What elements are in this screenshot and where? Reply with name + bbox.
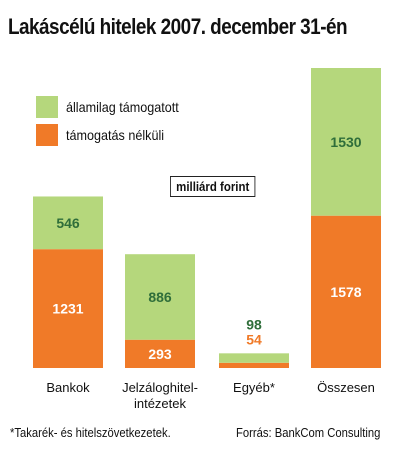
category-label-1-1: intézetek [134, 396, 187, 411]
value-label-nelkuli-0: 1231 [52, 301, 83, 317]
legend-label-allami: államilag támogatott [66, 99, 179, 115]
category-label-3-0: Összesen [317, 380, 375, 395]
value-label-allami-0: 546 [56, 215, 80, 231]
bar-allami-3 [311, 68, 381, 216]
bar-nelkuli-3 [311, 215, 381, 368]
bar-allami-2 [219, 353, 289, 363]
legend-item-allami: államilag támogatott [36, 96, 191, 118]
bar-nelkuli-2 [219, 362, 289, 368]
chart-title: Lakáscélú hitelek 2007. december 31-én [8, 14, 348, 39]
value-label-nelkuli-2: 54 [246, 331, 262, 347]
value-label-allami-2: 98 [246, 316, 262, 332]
value-label-nelkuli-3: 1578 [330, 284, 361, 300]
bar-nelkuli-0 [33, 249, 103, 368]
unit-label: milliárd forint [170, 176, 256, 197]
category-label-0-0: Bankok [46, 380, 90, 395]
legend-swatch-nelkuli [36, 124, 58, 146]
value-label-allami-1: 886 [148, 289, 172, 305]
bar-allami-0 [33, 196, 103, 250]
bar-nelkuli-1 [125, 339, 195, 368]
bar-allami-1 [125, 254, 195, 340]
source-note: Forrás: BankCom Consulting [236, 426, 381, 440]
footnote: *Takarék- és hitelszövetkezetek. [10, 426, 171, 440]
value-label-nelkuli-1: 293 [148, 346, 172, 362]
legend-label-nelkuli: támogatás nélküli [66, 127, 165, 143]
value-label-allami-3: 1530 [330, 134, 361, 150]
legend-item-nelkuli: támogatás nélküli [36, 124, 175, 146]
legend-swatch-allami [36, 96, 58, 118]
category-label-2-0: Egyéb* [233, 380, 275, 395]
category-label-1-0: Jelzáloghitel- [122, 380, 198, 395]
